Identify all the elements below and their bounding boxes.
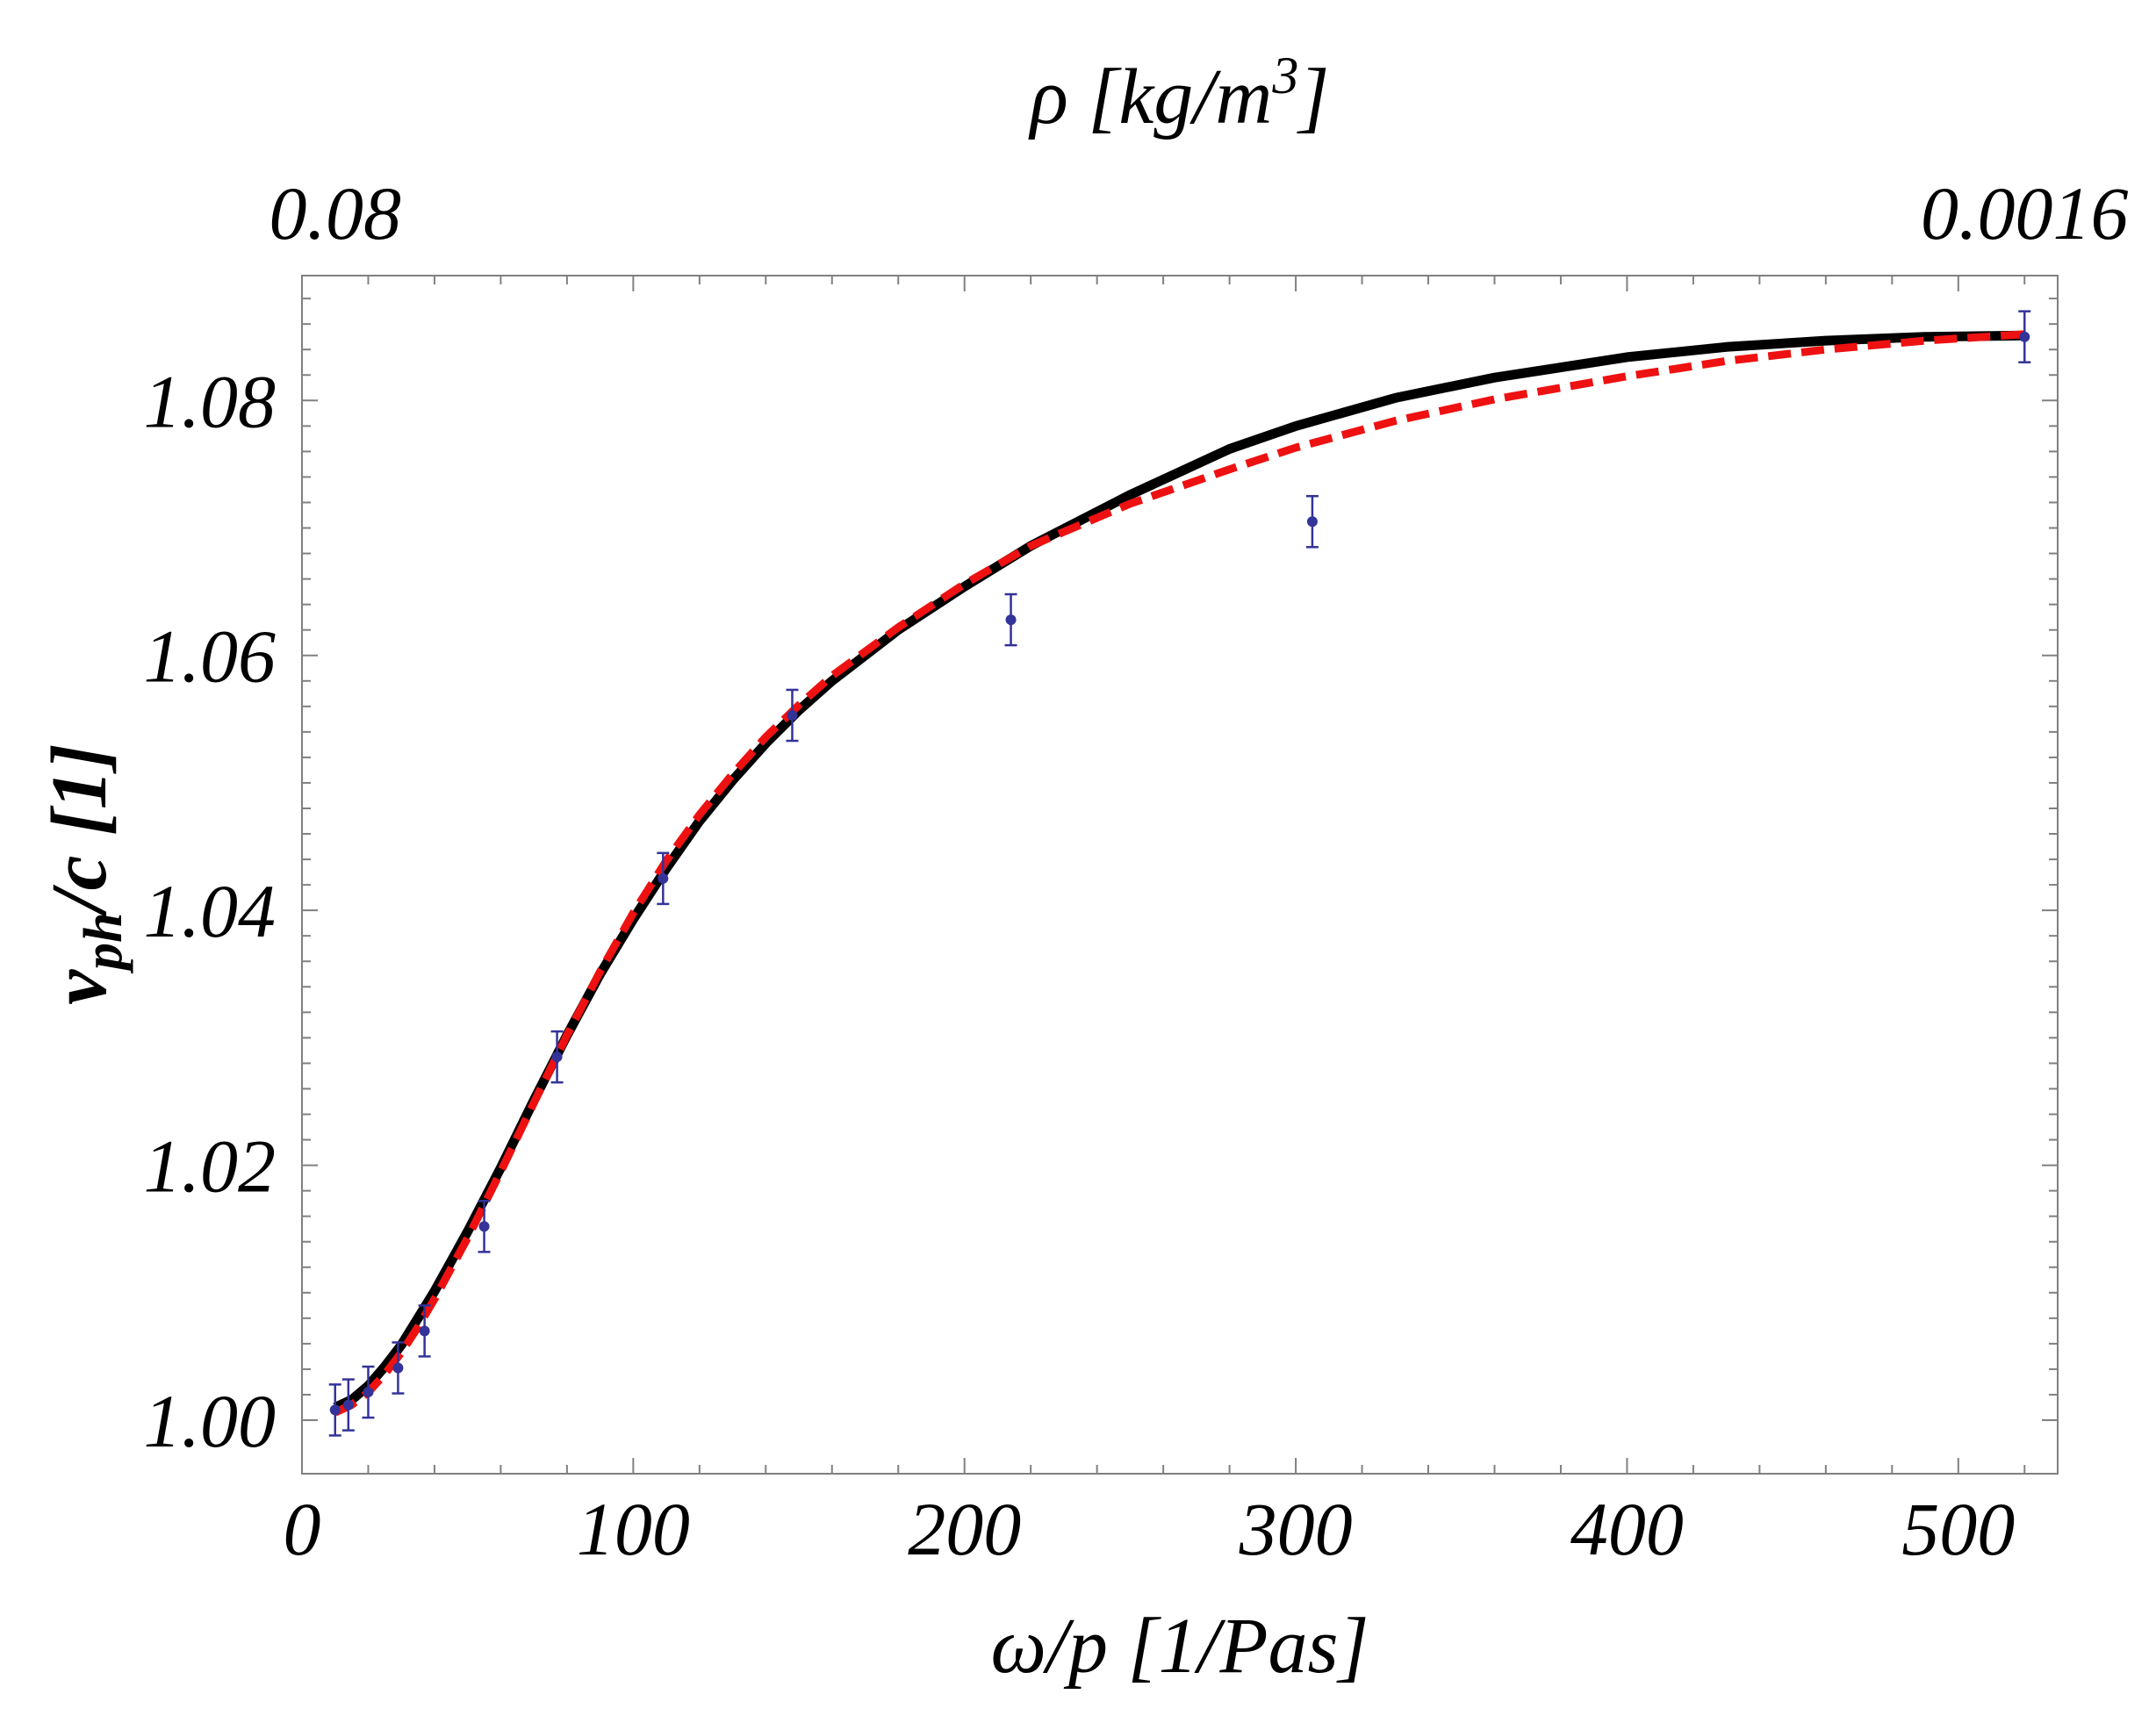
x-axis-title: ω/p [1/Pas] [990, 1603, 1369, 1690]
x-tick-label: 300 [1239, 1487, 1353, 1571]
top-axis-labels: 0.08 0.0016 [269, 171, 2128, 255]
x-tick-label: 500 [1901, 1487, 2015, 1571]
top-axis-title: ρ [kg/m3] [1028, 47, 1330, 140]
y-axis-title: vph/c [1] [36, 743, 133, 1005]
x-axis-ticks: 0 100 200 300 400 500 [284, 276, 2026, 1571]
data-point [1005, 614, 1017, 626]
data-point [342, 1399, 354, 1411]
data-points [328, 310, 2031, 1437]
data-point [658, 872, 669, 884]
y-tick-label: 1.02 [144, 1124, 277, 1209]
plot-frame [301, 275, 2059, 1475]
curves [333, 330, 2025, 1417]
data-point [363, 1387, 374, 1398]
x-tick-label: 100 [577, 1487, 690, 1571]
x-tick-label: 0 [284, 1487, 321, 1571]
svg-text:vph/c [1]: vph/c [1] [36, 743, 133, 1005]
y-tick-label: 1.00 [144, 1379, 277, 1463]
dashed-fit-curve [333, 330, 2025, 1417]
data-point [478, 1221, 490, 1232]
x-tick-label: 200 [908, 1487, 1021, 1571]
y-axis-ticks: 1.00 1.02 1.04 1.06 1.08 [144, 298, 2058, 1463]
data-point [787, 709, 798, 721]
data-point [419, 1325, 430, 1337]
y-tick-label: 1.06 [144, 614, 277, 699]
y-tick-label: 1.04 [144, 869, 277, 953]
data-point [1306, 516, 1318, 528]
data-point [551, 1052, 563, 1063]
data-point [329, 1404, 341, 1416]
x-tick-label: 400 [1570, 1487, 1684, 1571]
top-tick-label: 0.08 [269, 171, 401, 255]
y-tick-label: 1.08 [144, 359, 277, 443]
data-point [2019, 331, 2030, 342]
data-point [392, 1362, 404, 1374]
solid-fit-curve [333, 330, 2025, 1412]
top-tick-label: 0.0016 [1921, 171, 2129, 255]
